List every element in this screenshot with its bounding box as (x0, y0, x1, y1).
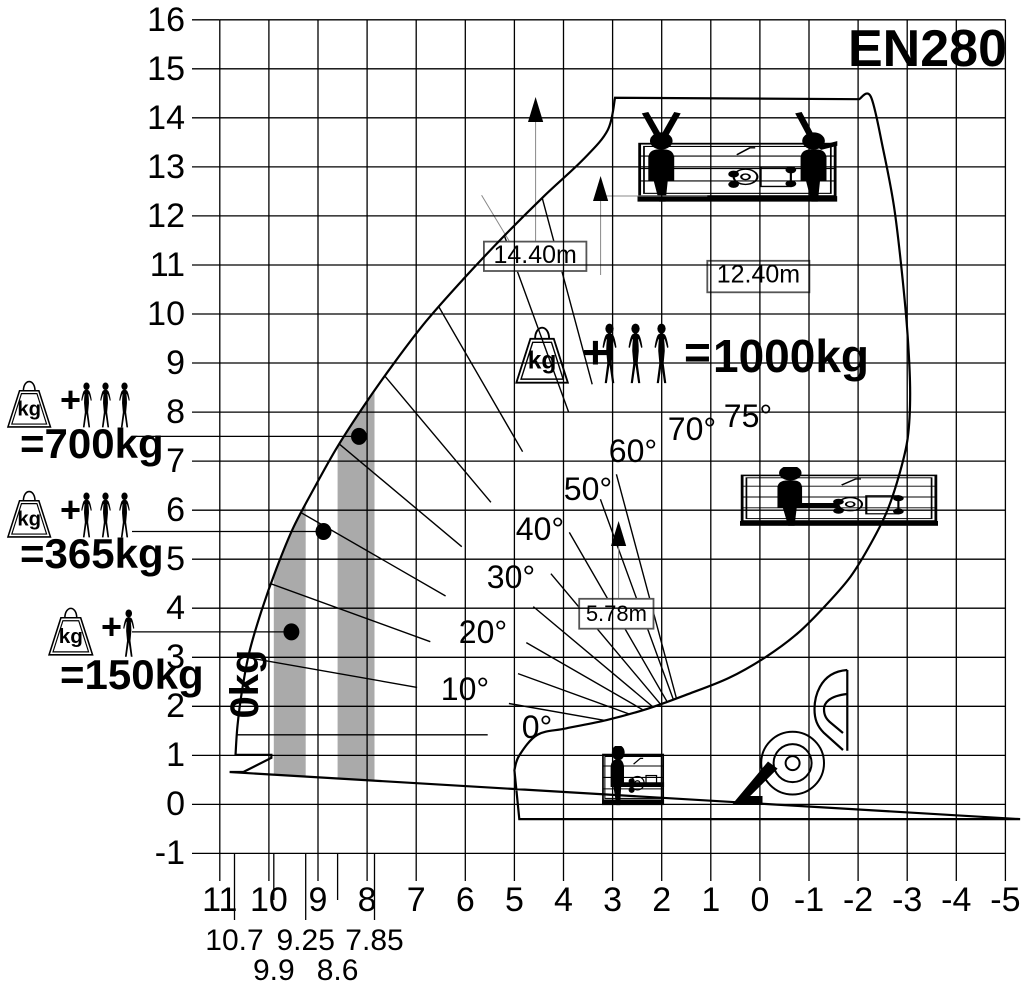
svg-text:5: 5 (505, 881, 524, 919)
svg-text:+: + (60, 379, 81, 420)
svg-text:13: 13 (147, 148, 185, 186)
svg-text:11: 11 (202, 881, 237, 919)
svg-text:-5: -5 (990, 881, 1020, 919)
svg-text:2: 2 (652, 881, 671, 919)
svg-text:6: 6 (456, 881, 475, 919)
svg-text:50°: 50° (564, 471, 612, 507)
svg-text:6: 6 (166, 491, 185, 529)
svg-text:8.6: 8.6 (317, 954, 359, 984)
svg-text:10: 10 (147, 295, 185, 333)
svg-text:9: 9 (166, 344, 185, 382)
svg-text:-1: -1 (155, 834, 185, 872)
svg-text:3: 3 (166, 638, 185, 676)
svg-text:=700kg: =700kg (20, 420, 164, 467)
svg-text:16: 16 (147, 1, 185, 39)
svg-text:-3: -3 (892, 881, 922, 919)
svg-text:9.9: 9.9 (253, 954, 295, 984)
svg-text:0: 0 (750, 881, 769, 919)
svg-text:4: 4 (166, 589, 185, 627)
svg-text:0°: 0° (522, 709, 553, 745)
svg-text:-4: -4 (941, 881, 971, 919)
svg-text:2: 2 (166, 687, 185, 725)
svg-text:0: 0 (166, 785, 185, 823)
svg-text:11: 11 (150, 246, 185, 284)
svg-text:EN280: EN280 (848, 20, 1007, 78)
svg-text:=: = (684, 326, 711, 378)
svg-text:9.25: 9.25 (277, 924, 335, 957)
svg-text:7: 7 (166, 442, 185, 480)
svg-text:1000kg: 1000kg (713, 330, 869, 382)
svg-text:-1: -1 (794, 881, 824, 919)
svg-text:7: 7 (407, 881, 426, 919)
svg-text:10: 10 (250, 881, 288, 919)
svg-text:=365kg: =365kg (20, 530, 164, 577)
svg-text:40°: 40° (516, 511, 564, 547)
svg-text:1: 1 (166, 736, 185, 774)
svg-text:14: 14 (147, 99, 185, 137)
svg-text:12: 12 (147, 197, 185, 235)
svg-text:+: + (101, 606, 122, 647)
svg-text:5.78m: 5.78m (586, 601, 647, 626)
svg-text:20°: 20° (459, 614, 507, 650)
svg-text:70°: 70° (668, 411, 716, 447)
svg-text:60°: 60° (609, 433, 657, 469)
svg-text:1: 1 (701, 881, 720, 919)
svg-text:7.85: 7.85 (345, 924, 403, 957)
svg-text:75°: 75° (724, 398, 772, 434)
svg-text:+: + (60, 489, 81, 530)
svg-text:3: 3 (603, 881, 622, 919)
svg-text:+: + (582, 326, 609, 378)
svg-text:0kg: 0kg (223, 650, 267, 719)
svg-text:9: 9 (309, 881, 328, 919)
svg-text:8: 8 (166, 393, 185, 431)
svg-text:10.7: 10.7 (205, 924, 263, 957)
svg-text:8: 8 (358, 881, 377, 919)
svg-text:5: 5 (166, 540, 185, 578)
svg-text:30°: 30° (487, 559, 535, 595)
svg-text:-2: -2 (843, 881, 873, 919)
svg-text:4: 4 (554, 881, 573, 919)
svg-text:15: 15 (147, 50, 185, 88)
